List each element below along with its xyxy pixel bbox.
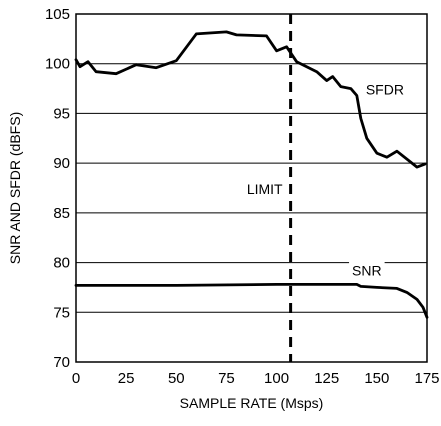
tick-layer: 70 75 80 85 90 95 100 105 0 25 50 75 100 125 150 175 <box>45 6 440 387</box>
series-line-snr <box>74 282 429 319</box>
x-tick-label: 150 <box>364 370 389 387</box>
x-tick-label: 25 <box>118 370 135 387</box>
y-tick-label: 80 <box>53 255 70 272</box>
y-tick-label: 105 <box>45 6 70 23</box>
series-line-sfdr <box>74 30 427 169</box>
x-tick-label: 50 <box>168 370 185 387</box>
series-layer <box>74 30 429 319</box>
x-tick-label: 100 <box>264 370 289 387</box>
x-axis-title: SAMPLE RATE (Msps) <box>180 395 324 411</box>
series-label-snr: SNR <box>352 263 382 279</box>
grid-layer <box>76 63 427 313</box>
y-axis-title: SNR AND SFDR (dBFS) <box>7 112 23 264</box>
x-tick-label: 75 <box>218 370 235 387</box>
series-label-snr-bg <box>349 261 385 280</box>
y-tick-label: 70 <box>53 354 70 371</box>
x-tick-label: 0 <box>72 370 80 387</box>
series-label-sfdr: SFDR <box>366 82 404 98</box>
y-tick-label: 75 <box>53 304 70 321</box>
y-tick-label: 95 <box>53 105 70 122</box>
x-tick-label: 175 <box>414 370 439 387</box>
limit-label: LIMIT <box>247 181 283 197</box>
y-tick-label: 100 <box>45 56 70 73</box>
series-label-sfdr-bg <box>362 80 407 99</box>
label-layer: SFDR SNR LIMIT <box>247 80 407 280</box>
y-tick-label: 85 <box>53 205 70 222</box>
y-tick-label: 90 <box>53 155 70 172</box>
x-tick-label: 125 <box>314 370 339 387</box>
plot-frame <box>75 13 428 363</box>
